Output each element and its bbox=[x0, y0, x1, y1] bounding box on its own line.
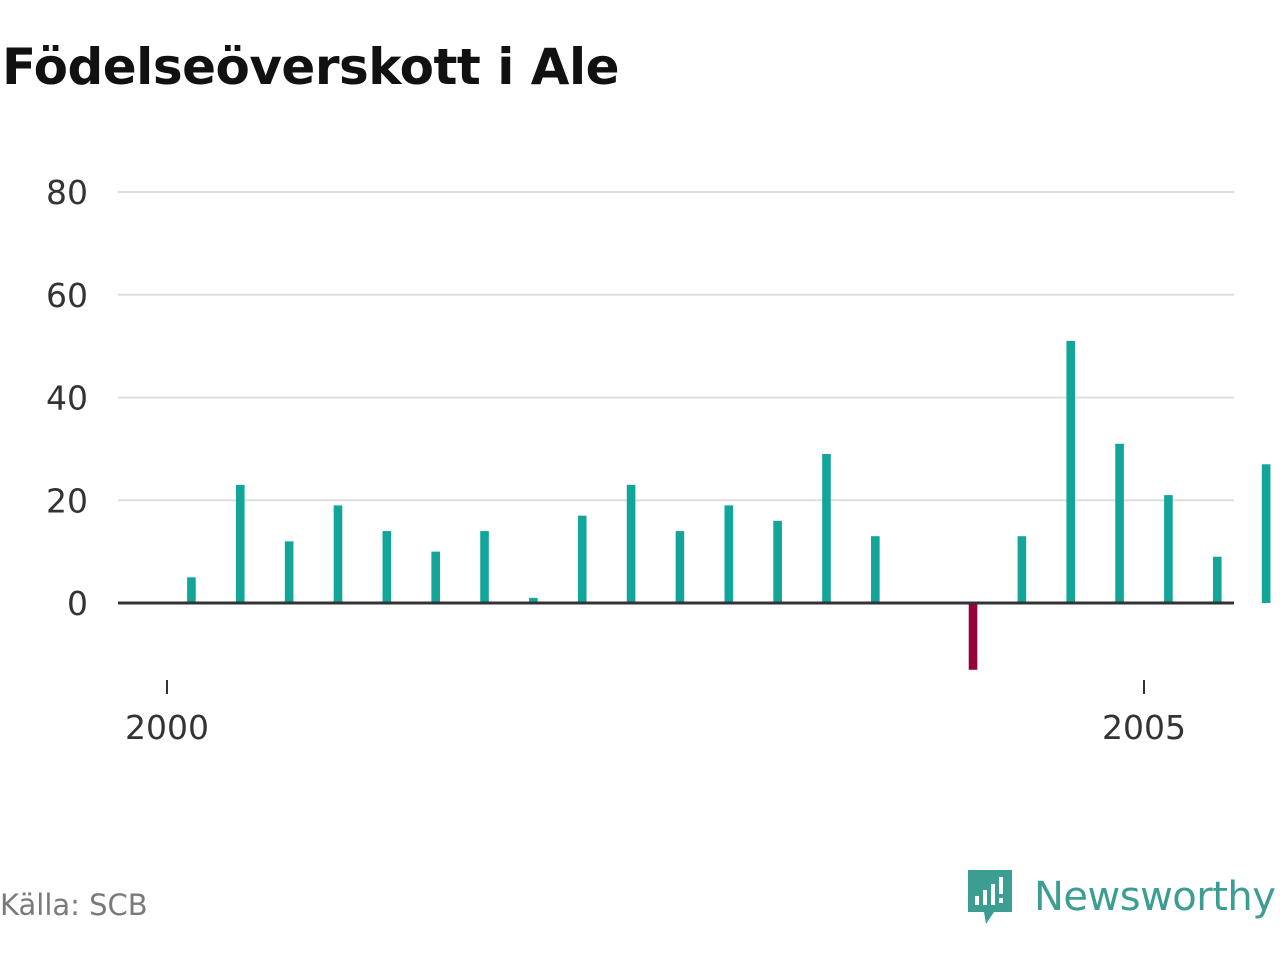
bar-19 bbox=[1115, 443, 1124, 603]
bar-13 bbox=[822, 454, 831, 603]
axes: 020406080200020052010201520202025 bbox=[46, 173, 1234, 747]
bar-6 bbox=[480, 531, 489, 603]
bar-20 bbox=[1164, 495, 1173, 603]
bar-5 bbox=[431, 551, 440, 604]
y-tick-label-40: 40 bbox=[46, 379, 88, 418]
bar-0 bbox=[187, 577, 196, 603]
bar-16 bbox=[968, 603, 978, 670]
source-label: Källa: SCB bbox=[0, 888, 148, 922]
bar-10 bbox=[675, 531, 685, 603]
bar-2 bbox=[284, 541, 294, 603]
bar-4 bbox=[382, 531, 392, 603]
chart-title: Födelseöverskott i Ale bbox=[2, 38, 620, 96]
bar-11 bbox=[724, 505, 734, 603]
bar-17 bbox=[1017, 536, 1027, 603]
y-tick-label-0: 0 bbox=[67, 584, 88, 623]
bar-8 bbox=[577, 515, 587, 603]
bar-1 bbox=[235, 484, 245, 603]
gridlines bbox=[118, 191, 1234, 502]
newsworthy-logo-icon bbox=[968, 870, 1012, 924]
bar-12 bbox=[773, 520, 782, 603]
y-tick-label-60: 60 bbox=[46, 276, 88, 315]
bar-3 bbox=[333, 505, 343, 603]
x-tick-label-2000: 2000 bbox=[125, 708, 209, 747]
brand-logo: Newsworthy bbox=[964, 866, 1276, 928]
y-tick-label-80: 80 bbox=[46, 173, 88, 212]
bar-18 bbox=[1066, 340, 1076, 603]
y-tick-label-20: 20 bbox=[46, 481, 88, 520]
bar-21 bbox=[1212, 556, 1222, 603]
bar-14 bbox=[871, 536, 880, 603]
bar-22 bbox=[1261, 464, 1271, 603]
bars bbox=[187, 340, 1271, 670]
x-tick-label-2005: 2005 bbox=[1102, 708, 1186, 747]
brand-name: Newsworthy bbox=[1034, 874, 1276, 920]
bar-7 bbox=[529, 597, 538, 603]
bar-9 bbox=[626, 484, 636, 603]
